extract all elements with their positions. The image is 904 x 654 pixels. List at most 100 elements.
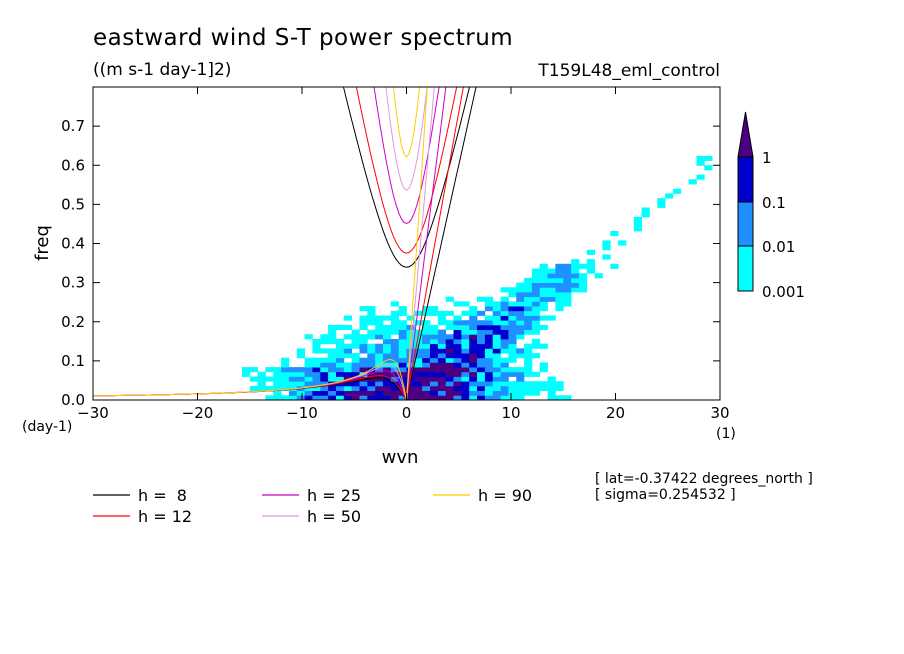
power-cell: [453, 362, 462, 368]
power-cell: [445, 385, 454, 391]
power-cell: [492, 301, 501, 307]
power-cell: [359, 306, 368, 312]
power-cell: [312, 339, 321, 345]
power-cell: [696, 174, 705, 180]
power-cell: [461, 371, 470, 377]
power-cell: [484, 390, 494, 396]
power-cell: [531, 296, 541, 302]
power-cell: [383, 324, 392, 330]
power-cell: [531, 277, 541, 283]
power-cell: [461, 385, 470, 391]
power-cell: [500, 385, 509, 391]
power-cell: [390, 339, 399, 345]
power-cell: [445, 371, 454, 377]
power-cell: [469, 310, 478, 316]
power-cell: [390, 357, 399, 363]
power-cell: [524, 287, 533, 293]
power-cell: [531, 287, 541, 293]
power-cell: [500, 357, 509, 363]
power-cell: [500, 381, 509, 387]
power-cell: [422, 362, 431, 368]
power-cell: [547, 296, 556, 302]
power-cell: [296, 395, 305, 400]
gravity-curve: [385, 87, 428, 191]
power-cell: [359, 385, 368, 391]
power-cell: [508, 367, 517, 373]
power-cell: [477, 371, 486, 377]
power-cell: [461, 390, 470, 396]
power-cell: [359, 395, 368, 400]
power-cell: [273, 367, 282, 373]
power-cell: [469, 371, 478, 377]
power-cell: [375, 343, 384, 349]
power-cell: [492, 320, 501, 326]
power-cell: [469, 339, 478, 345]
power-cell: [430, 324, 439, 330]
power-cell: [281, 367, 290, 373]
power-cell: [484, 371, 494, 377]
power-cell: [500, 306, 509, 312]
power-cell: [422, 324, 431, 330]
power-cell: [359, 315, 368, 321]
power-cell: [336, 348, 345, 354]
power-cell: [508, 301, 517, 307]
power-cell: [531, 315, 541, 321]
power-cell: [383, 339, 392, 345]
power-cell: [437, 329, 447, 335]
power-cell: [367, 385, 376, 391]
power-cell: [430, 353, 439, 359]
power-cell: [508, 385, 517, 391]
power-cell: [383, 353, 392, 359]
y-tick-label: 0.4: [61, 235, 85, 253]
power-cell: [422, 381, 431, 387]
power-cell: [437, 362, 447, 368]
power-cell: [477, 395, 486, 400]
power-cell: [633, 221, 642, 227]
power-cell: [477, 357, 486, 363]
power-cell: [398, 362, 407, 368]
power-cell: [343, 385, 352, 391]
power-cell: [390, 315, 399, 321]
power-cell: [539, 343, 548, 349]
power-cell: [249, 367, 258, 373]
power-cell: [320, 371, 329, 377]
power-cell: [359, 367, 368, 373]
power-cell: [453, 395, 462, 400]
power-cell: [461, 324, 470, 330]
power-cell: [336, 385, 345, 391]
x-tick-label: 30: [710, 404, 729, 422]
power-cell: [531, 310, 541, 316]
power-cell: [469, 348, 478, 354]
power-cell: [602, 245, 611, 251]
power-cell: [336, 390, 345, 396]
power-cell: [351, 343, 360, 349]
power-cell: [571, 282, 580, 288]
power-cell: [524, 277, 533, 283]
power-cell: [586, 259, 595, 265]
power-cell: [539, 324, 548, 330]
power-cell: [516, 334, 525, 340]
power-cell: [524, 343, 533, 349]
power-cell: [343, 367, 352, 373]
power-cell: [618, 240, 627, 246]
power-cell: [406, 315, 415, 321]
power-cell: [367, 381, 376, 387]
power-cell: [524, 282, 533, 288]
colorbar-arrow: [737, 111, 754, 158]
power-cell: [367, 348, 376, 354]
power-cell: [539, 282, 548, 288]
power-cell: [414, 339, 423, 345]
power-cell: [281, 376, 290, 382]
power-cell: [359, 320, 368, 326]
power-cell: [461, 362, 470, 368]
power-cell: [336, 371, 345, 377]
power-cell: [571, 268, 580, 274]
power-cell: [398, 395, 407, 400]
power-cell: [586, 268, 595, 274]
power-cell: [422, 395, 431, 400]
y-axis-label: freq: [32, 225, 53, 261]
power-cell: [704, 155, 713, 161]
power-cell: [351, 362, 360, 368]
power-cell: [445, 339, 454, 345]
y-tick-label: 0.2: [61, 313, 85, 331]
